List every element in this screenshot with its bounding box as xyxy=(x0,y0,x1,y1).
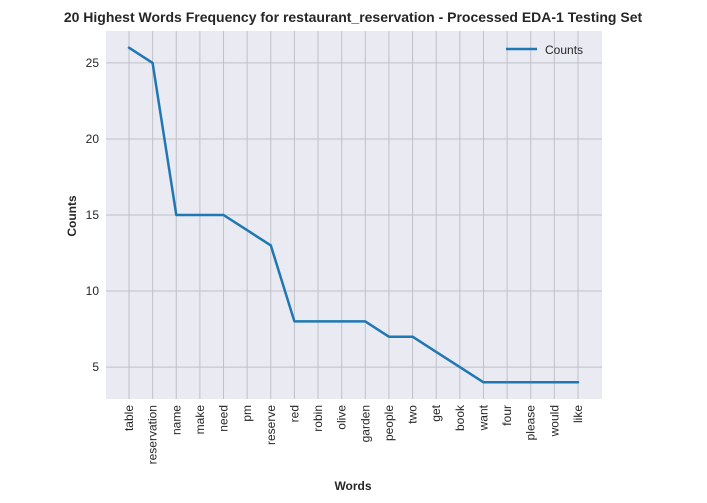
x-tick-label: need xyxy=(217,405,231,432)
y-tick-labels: 5 10 15 20 25 xyxy=(86,56,100,374)
x-tick-label: table xyxy=(122,405,136,431)
x-tick-label: pm xyxy=(240,405,254,422)
x-tick-label: like xyxy=(571,405,585,423)
x-tick-label: olive xyxy=(335,405,349,430)
x-tick-label: people xyxy=(382,405,396,441)
x-tick-label: would xyxy=(547,405,561,437)
x-tick-label: robin xyxy=(311,405,325,432)
y-tick-label: 15 xyxy=(86,208,100,222)
series-layer xyxy=(127,46,580,384)
x-tick-label: want xyxy=(476,404,490,431)
y-tick-label: 5 xyxy=(92,360,99,374)
y-tick-label: 20 xyxy=(86,132,100,146)
x-tick-label: four xyxy=(500,405,514,426)
x-tick-label: book xyxy=(453,404,467,431)
chart-title: 20 Highest Words Frequency for restauran… xyxy=(64,9,643,25)
x-tick-label: get xyxy=(429,404,443,421)
legend: Counts xyxy=(506,43,583,57)
x-tick-label: reserve xyxy=(264,405,278,445)
x-tick-label: reservation xyxy=(146,405,160,464)
x-tick-label: garden xyxy=(358,405,372,442)
y-tick-label: 25 xyxy=(86,56,100,70)
x-tick-label: red xyxy=(287,405,301,422)
x-tick-label: please xyxy=(524,405,538,441)
y-axis-label: Counts xyxy=(65,195,79,237)
x-tick-labels: table reservation name make need pm reserve red… xyxy=(122,404,585,464)
legend-label-counts: Counts xyxy=(545,43,583,57)
x-axis-label: Words xyxy=(334,479,371,493)
y-tick-label: 10 xyxy=(86,284,100,298)
x-tick-label: name xyxy=(169,405,183,435)
x-tick-label: make xyxy=(193,405,207,435)
series-line-counts xyxy=(127,46,580,384)
x-tick-label: two xyxy=(406,405,420,424)
